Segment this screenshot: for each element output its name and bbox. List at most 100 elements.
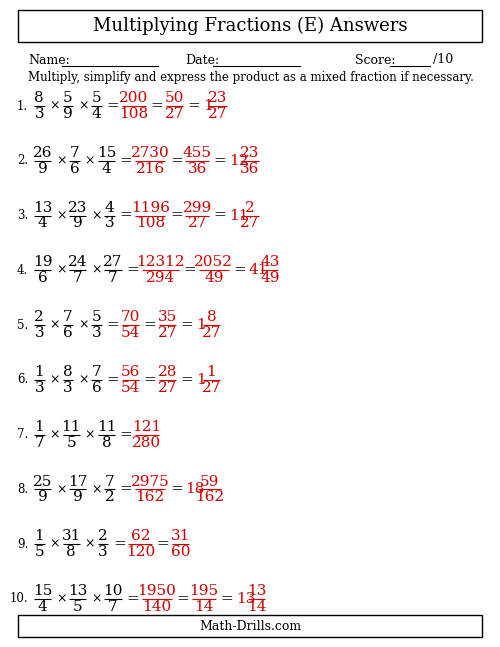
Text: 8.: 8. <box>17 483 28 496</box>
Text: 27: 27 <box>188 217 207 230</box>
Text: 4.: 4. <box>17 264 28 277</box>
Text: 11: 11 <box>62 420 81 433</box>
Text: =: = <box>126 263 139 278</box>
Text: 140: 140 <box>142 600 172 614</box>
Text: 36: 36 <box>188 162 207 176</box>
Text: 27: 27 <box>240 217 260 230</box>
Text: 6: 6 <box>38 271 48 285</box>
Text: 27: 27 <box>104 256 122 269</box>
Text: ×: × <box>84 538 95 551</box>
Text: 15: 15 <box>33 584 52 598</box>
Text: 8: 8 <box>66 545 76 559</box>
Text: 7: 7 <box>63 310 72 324</box>
Text: 108: 108 <box>136 217 165 230</box>
Text: ×: × <box>50 100 60 113</box>
Text: 2730: 2730 <box>131 146 170 160</box>
Text: 3.: 3. <box>17 209 28 222</box>
Text: 13: 13 <box>247 584 266 598</box>
Text: 1: 1 <box>34 365 44 379</box>
Text: ×: × <box>50 373 60 386</box>
Text: 280: 280 <box>132 435 162 450</box>
Text: ×: × <box>78 100 88 113</box>
Text: 25: 25 <box>33 474 52 488</box>
Text: 2: 2 <box>245 201 255 215</box>
Text: 12312: 12312 <box>136 256 184 269</box>
Text: =: = <box>214 208 226 223</box>
Text: 3: 3 <box>34 107 44 121</box>
Text: 11: 11 <box>96 420 116 433</box>
Text: 59: 59 <box>200 474 219 488</box>
Text: 8: 8 <box>206 310 216 324</box>
Text: =: = <box>120 154 132 168</box>
Text: 14: 14 <box>247 600 266 614</box>
Text: 31: 31 <box>171 529 190 543</box>
Text: 195: 195 <box>190 584 218 598</box>
Text: Multiply, simplify and express the product as a mixed fraction if necessary.: Multiply, simplify and express the produ… <box>28 72 474 85</box>
Text: 6: 6 <box>63 326 73 340</box>
Text: 35: 35 <box>158 310 177 324</box>
Text: Multiplying Fractions (E) Answers: Multiplying Fractions (E) Answers <box>93 17 407 35</box>
Text: 49: 49 <box>204 271 224 285</box>
Text: 17: 17 <box>68 474 87 488</box>
Text: 8: 8 <box>34 91 44 105</box>
Text: 7: 7 <box>108 600 118 614</box>
Text: 7: 7 <box>70 146 80 160</box>
Text: 2052: 2052 <box>194 256 233 269</box>
Bar <box>18 10 482 42</box>
Text: 9.: 9. <box>17 538 28 551</box>
Text: Math-Drills.com: Math-Drills.com <box>199 619 301 633</box>
Text: 27: 27 <box>208 107 228 121</box>
Text: 4: 4 <box>102 162 112 176</box>
Text: 7: 7 <box>73 271 83 285</box>
Text: ×: × <box>56 593 66 606</box>
Text: 2: 2 <box>105 490 115 505</box>
Text: =: = <box>106 318 119 332</box>
Text: 11: 11 <box>229 208 248 223</box>
Text: 3: 3 <box>34 326 44 340</box>
Text: ×: × <box>91 264 102 277</box>
Text: 9: 9 <box>38 490 48 505</box>
Text: 27: 27 <box>164 107 184 121</box>
Text: 162: 162 <box>136 490 165 505</box>
Text: =: = <box>150 99 163 113</box>
Text: Date:: Date: <box>185 54 219 67</box>
Text: 3: 3 <box>105 217 115 230</box>
Text: 7: 7 <box>92 365 102 379</box>
Text: 9: 9 <box>38 162 48 176</box>
Text: 27: 27 <box>202 326 221 340</box>
Text: ×: × <box>91 209 102 222</box>
Text: ×: × <box>91 483 102 496</box>
Text: 49: 49 <box>260 271 280 285</box>
Text: =: = <box>183 263 196 278</box>
Text: 41: 41 <box>249 263 268 278</box>
Text: 13: 13 <box>33 201 52 215</box>
Text: =: = <box>126 592 139 606</box>
Text: =: = <box>120 483 132 496</box>
Text: 27: 27 <box>158 381 178 395</box>
Text: 56: 56 <box>120 365 140 379</box>
Text: 455: 455 <box>183 146 212 160</box>
Text: 121: 121 <box>132 420 162 433</box>
Text: 19: 19 <box>33 256 52 269</box>
Text: 6.: 6. <box>17 373 28 386</box>
Text: 28: 28 <box>158 365 178 379</box>
Text: 5: 5 <box>92 91 102 105</box>
Text: 5: 5 <box>63 91 72 105</box>
Text: 5: 5 <box>34 545 44 559</box>
Text: ×: × <box>56 209 66 222</box>
Text: ×: × <box>78 318 88 332</box>
Text: ×: × <box>50 538 60 551</box>
Text: 1: 1 <box>206 365 216 379</box>
Text: 1.: 1. <box>17 100 28 113</box>
Text: 31: 31 <box>62 529 81 543</box>
Text: 3: 3 <box>92 326 102 340</box>
Text: ×: × <box>56 154 66 168</box>
Text: 23: 23 <box>68 201 87 215</box>
Text: 6: 6 <box>92 381 102 395</box>
Text: 162: 162 <box>195 490 224 505</box>
Text: =: = <box>170 154 183 168</box>
Text: 10: 10 <box>103 584 122 598</box>
Text: 70: 70 <box>120 310 140 324</box>
Text: 1: 1 <box>34 420 44 433</box>
Text: 18: 18 <box>186 483 205 496</box>
